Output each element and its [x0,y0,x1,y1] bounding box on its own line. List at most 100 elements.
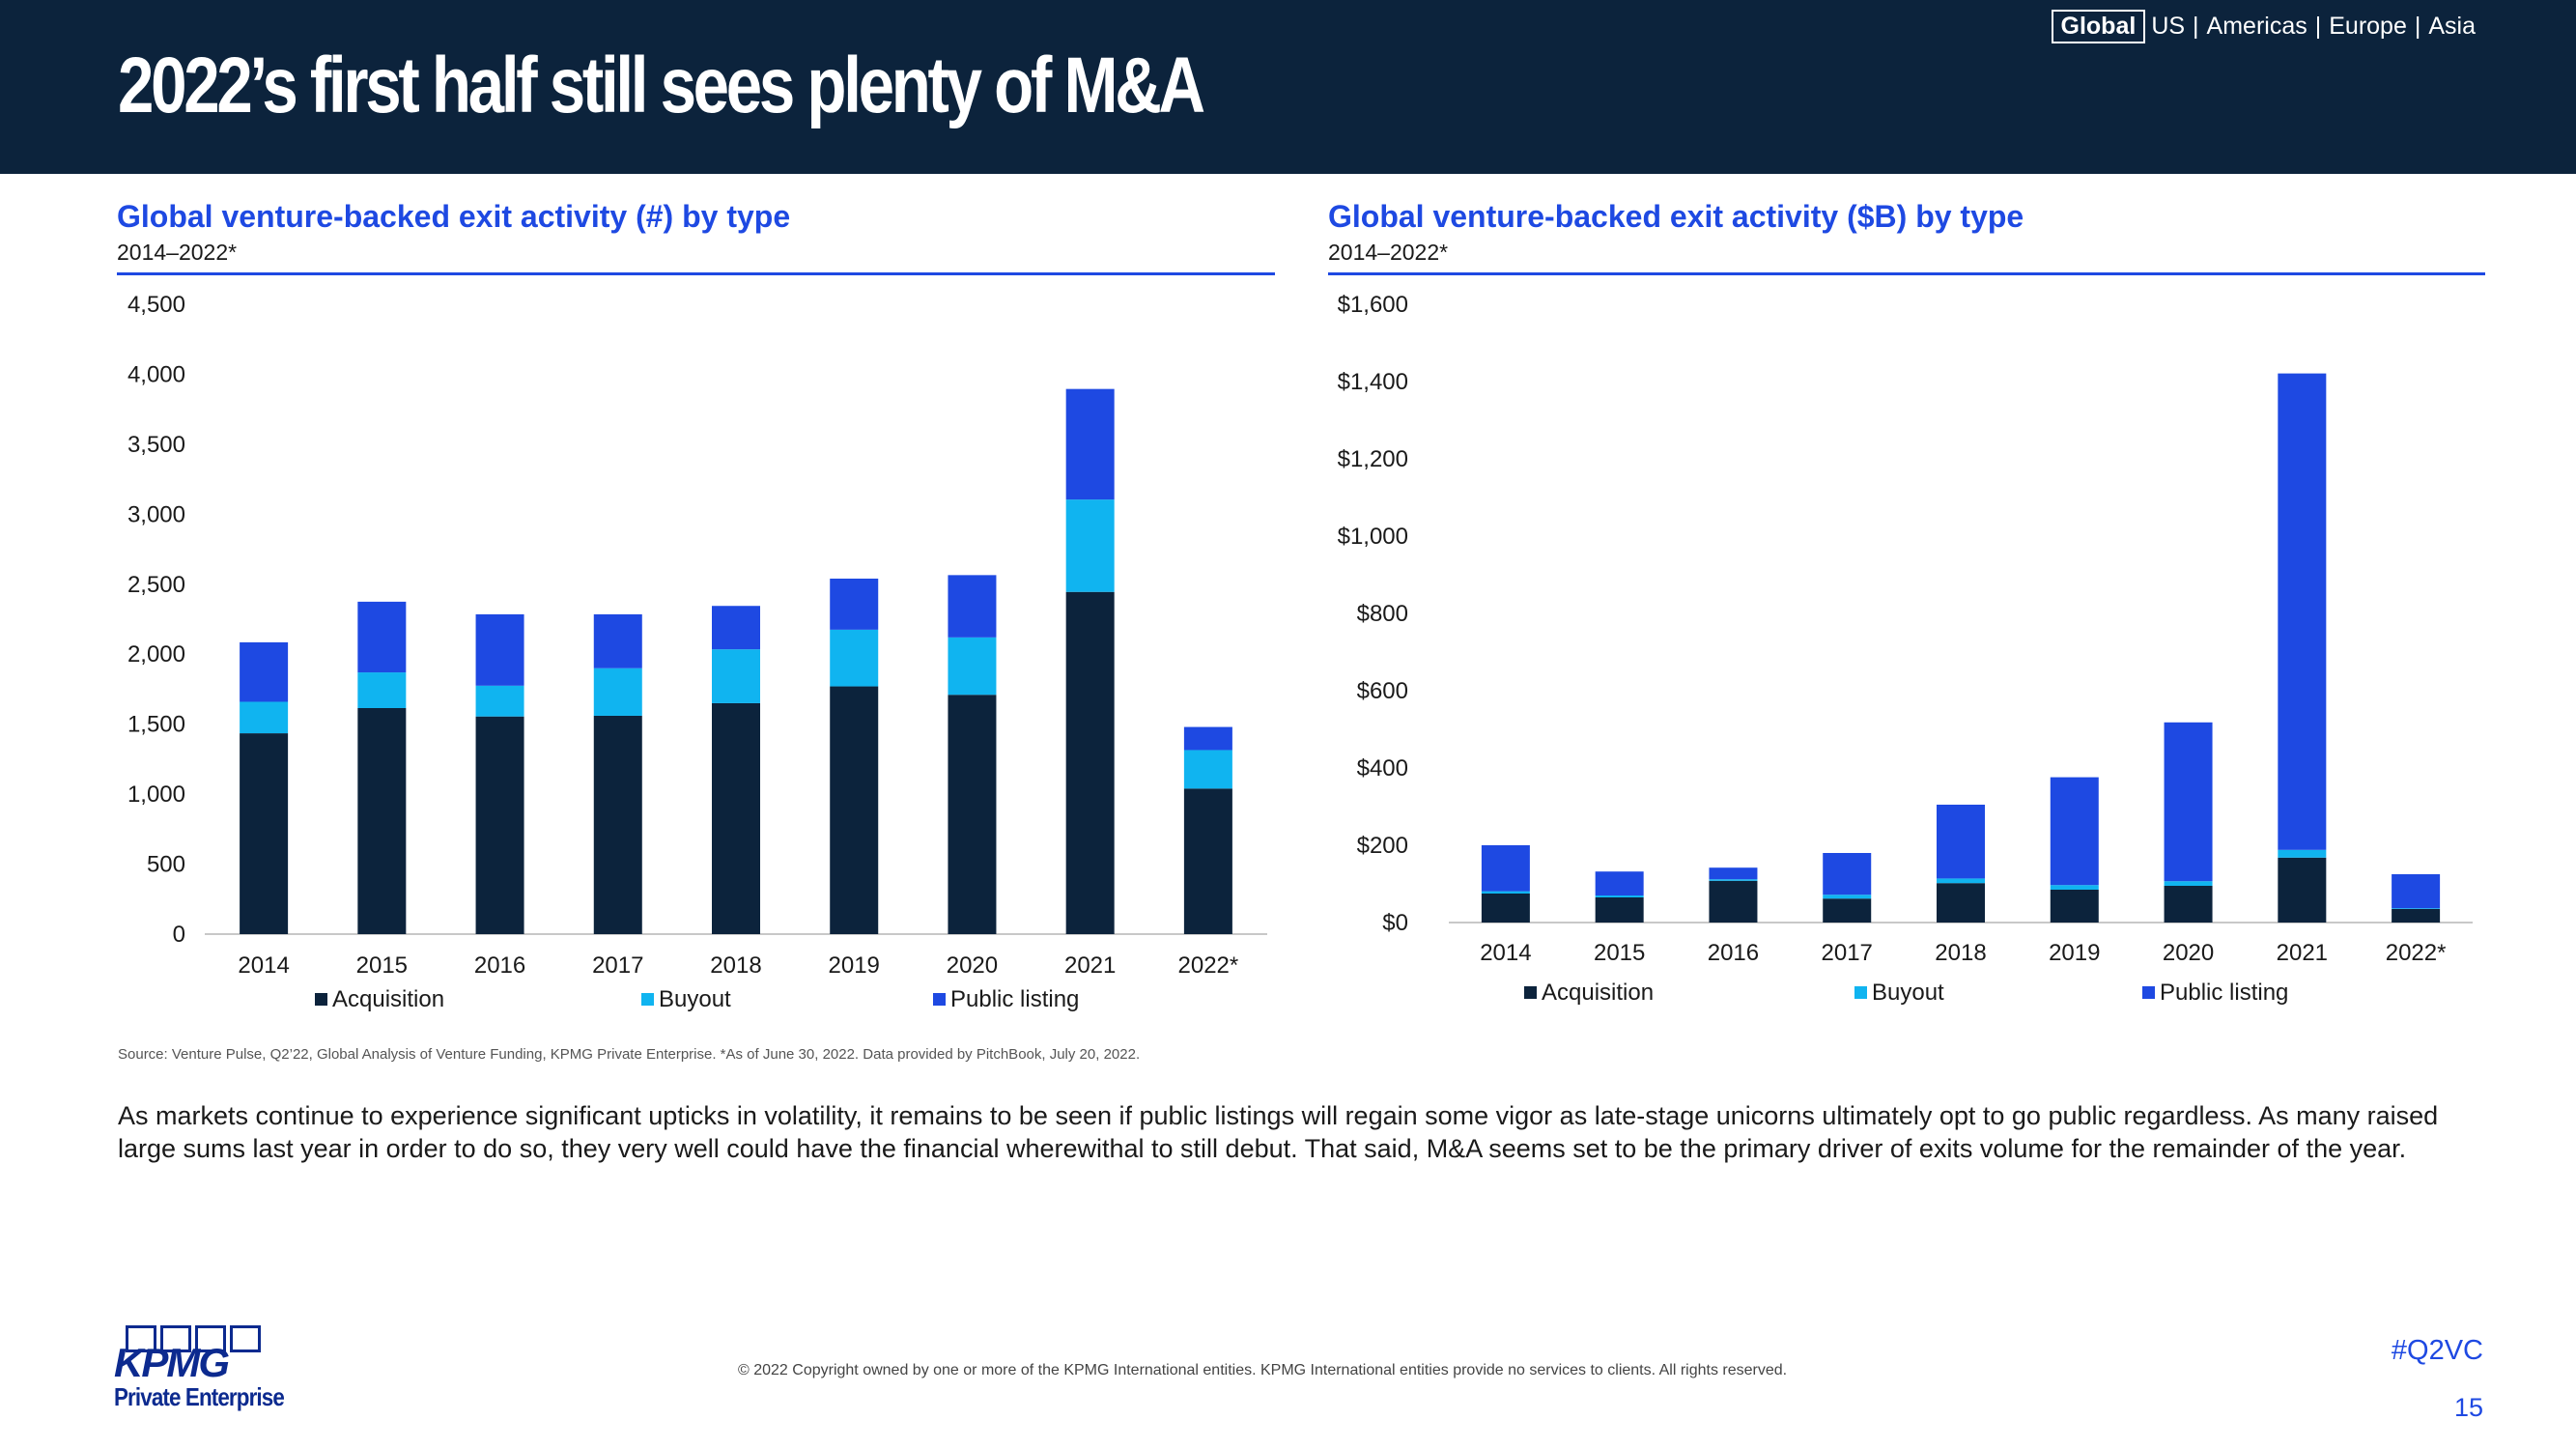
y-tick-label: $200 [1357,833,1408,859]
x-tick-label: 2015 [356,952,408,979]
y-tick-label: $600 [1357,678,1408,704]
copyright-note: © 2022 Copyright owned by one or more of… [738,1362,1788,1378]
bar-public-listing-2021 [1065,388,1115,500]
y-tick-label: $1,400 [1338,369,1408,395]
chart-title-count: Global venture-backed exit activity (#) … [117,199,791,234]
chart-count: 0 500 1,000 1,500 2,000 2,500 3,000 3,500 4,000 4… [127,292,1267,1012]
x-tick-label: 2019 [829,952,880,979]
x-tick-label: 2022* [1178,952,1239,979]
chart-rule-value [1328,272,2485,275]
legend-label-acquisition: Acquisition [332,986,444,1012]
bar-public-listing-2014 [240,641,289,702]
bar-acquisition-2020 [948,695,997,934]
bar-acquisition-2021 [2278,857,2327,923]
bar-public-listing-2014 [1481,845,1530,892]
y-tick-label: 2,000 [127,641,185,668]
region-tab-europe[interactable]: Europe [2329,13,2407,40]
bar-public-listing-2015 [1595,871,1644,895]
bar-buyout-2019 [2050,885,2099,890]
x-tick-label: 2016 [474,952,525,979]
legend-label-public-listing: Public listing [2160,980,2288,1006]
bar-buyout-2014 [240,701,289,734]
bar-buyout-2021 [2278,849,2327,858]
bar-buyout-2015 [357,672,407,709]
bar-acquisition-2022 [1183,788,1232,934]
x-tick-label: 2018 [1935,940,1986,966]
bar-public-listing-2021 [2278,373,2327,850]
legend-swatch-acquisition [1524,986,1537,999]
bar-public-listing-2020 [948,575,997,638]
logo-wordmark: KPMG [114,1340,230,1385]
y-tick-label: $400 [1357,755,1408,781]
bar-buyout-2018 [1937,878,1985,884]
bar-buyout-2017 [593,668,642,716]
bar-buyout-2019 [830,629,879,687]
chart-value: $0 $200 $400 $600 $800 $1,000 $1,200 $1,400 $1,6… [1338,292,2473,1006]
logo-boxes [126,1325,307,1352]
region-tab-us[interactable]: US [2151,13,2186,40]
bar-public-listing-2015 [357,601,407,673]
region-tab-asia[interactable]: Asia [2428,13,2476,40]
bar-buyout-2022 [2392,908,2441,909]
bar-acquisition-2018 [1937,883,1985,923]
bar-buyout-2017 [1823,895,1872,899]
bar-buyout-2018 [712,649,760,703]
bar-acquisition-2020 [2164,886,2213,923]
bar-acquisition-2014 [240,733,289,934]
bar-acquisition-2019 [830,686,879,934]
bar-acquisition-2017 [593,715,642,934]
y-tick-label: $1,000 [1338,524,1408,550]
bar-public-listing-2019 [2050,777,2099,886]
page-number: 15 [2453,1393,2483,1422]
chart-title-value: Global venture-backed exit activity ($B)… [1328,199,2024,234]
x-tick-label: 2019 [2049,940,2100,966]
y-tick-label: $0 [1382,910,1408,936]
bar-acquisition-2016 [1709,880,1758,923]
region-separator: | [2193,13,2199,40]
bar-buyout-2016 [475,685,524,717]
bar-buyout-2022 [1183,750,1232,789]
bar-acquisition-2015 [1595,897,1644,923]
hashtag: #Q2VC [2391,1335,2483,1366]
bar-buyout-2020 [2164,881,2213,886]
x-tick-label: 2020 [2163,940,2214,966]
bar-acquisition-2014 [1481,894,1530,923]
x-tick-label: 2015 [1594,940,1645,966]
region-separator: | [2314,13,2322,40]
header-bar [0,0,2576,174]
legend-swatch-buyout [641,993,654,1006]
bar-buyout-2016 [1709,879,1758,881]
bar-buyout-2014 [1481,891,1530,894]
y-tick-label: $800 [1357,601,1408,627]
x-tick-label: 2021 [2277,940,2328,966]
y-tick-label: 1,000 [127,781,185,808]
y-tick-label: 3,500 [127,432,185,458]
chart-rule-count [117,272,1275,275]
legend-label-buyout: Buyout [1872,980,1944,1006]
y-tick-label: $1,600 [1338,292,1408,318]
y-tick-label: 2,500 [127,572,185,598]
bar-public-listing-2018 [1937,805,1985,879]
chart-subtitle-value: 2014–2022* [1328,240,1449,265]
bar-public-listing-2019 [830,578,879,630]
region-nav: Global US | Americas | Europe | Asia [2051,10,2476,43]
legend-swatch-buyout [1854,986,1867,999]
bar-public-listing-2017 [1823,853,1872,895]
legend-swatch-public-listing [2142,986,2155,999]
bar-public-listing-2017 [593,613,642,668]
legend-swatch-public-listing [933,993,946,1006]
region-tab-global[interactable]: Global [2051,10,2146,43]
bar-acquisition-2015 [357,708,407,934]
bar-acquisition-2016 [475,716,524,934]
x-tick-label: 2018 [710,952,761,979]
x-tick-label: 2014 [238,952,289,979]
region-separator: | [2414,13,2421,40]
bar-acquisition-2022 [2392,909,2441,923]
y-tick-label: 3,000 [127,501,185,527]
region-tab-americas[interactable]: Americas [2206,13,2307,40]
bar-public-listing-2016 [1709,867,1758,880]
x-tick-label: 2014 [1480,940,1531,966]
bar-public-listing-2018 [712,606,760,650]
bar-buyout-2021 [1065,499,1115,592]
